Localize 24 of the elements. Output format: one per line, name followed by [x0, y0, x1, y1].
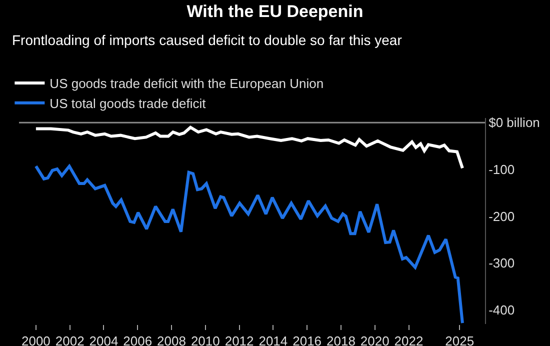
x-tick-label: 2000	[21, 334, 50, 346]
y-tick-label: $0 billion	[488, 115, 540, 130]
x-tick-label: 2020	[360, 334, 390, 346]
y-tick-label: -400	[488, 302, 515, 318]
line-series	[34, 126, 464, 170]
x-tick-label: 2006	[123, 334, 152, 346]
x-tick-label: 2016	[292, 334, 322, 346]
x-tick-label: 2025	[445, 334, 474, 346]
x-tick-label: 2022	[394, 334, 424, 346]
x-tick-label: 2002	[55, 334, 84, 346]
chart-subtitle: Frontloading of imports caused deficit to double so far this year	[12, 32, 402, 48]
x-tick-label: 2014	[258, 334, 288, 346]
legend-label: US goods trade deficit with the European Union	[50, 76, 324, 92]
x-tick-label: 2004	[89, 334, 118, 346]
x-tick-label: 2018	[326, 334, 356, 346]
chart-title: With the EU Deepenin	[186, 2, 364, 22]
x-tick-label: 2008	[157, 334, 186, 346]
x-tick-label: 2010	[190, 334, 220, 346]
line-series	[34, 164, 464, 324]
legend-label: US total goods trade deficit	[50, 96, 206, 111]
y-tick-label: -200	[488, 208, 515, 224]
y-tick-label: -300	[488, 256, 515, 271]
x-tick-label: 2012	[224, 334, 254, 346]
y-tick-label: -100	[488, 162, 515, 178]
